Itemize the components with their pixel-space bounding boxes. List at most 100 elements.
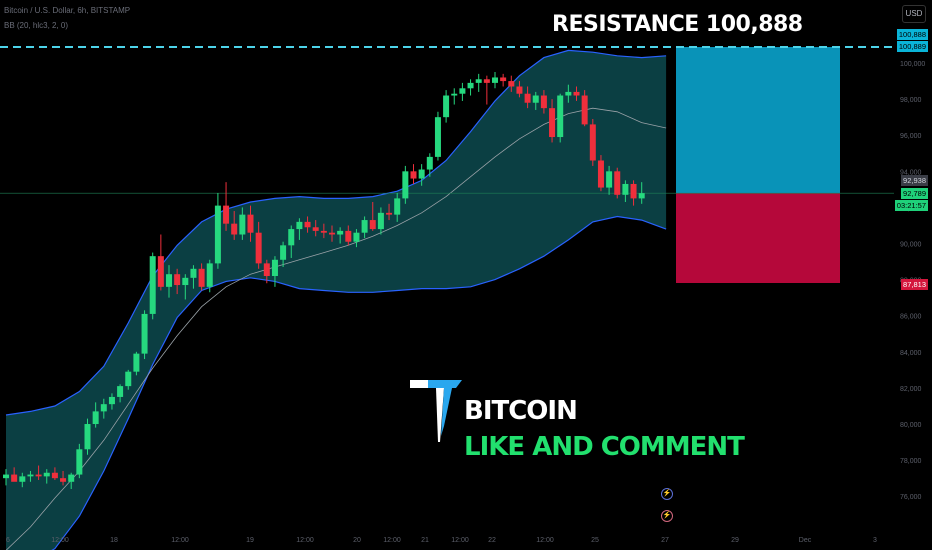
- candle-body: [247, 214, 254, 233]
- x-tick-label: 27: [661, 537, 669, 544]
- candle-body: [516, 86, 523, 94]
- stop-price-tag: 87,813: [901, 279, 928, 290]
- candle-body: [11, 474, 18, 482]
- bollinger-fill: [6, 50, 667, 550]
- candle-body: [638, 193, 645, 199]
- candle-body: [557, 95, 564, 138]
- brand-title: BITCOIN: [464, 396, 578, 426]
- candle-body: [492, 77, 498, 83]
- bollinger-upper: [5, 49, 667, 416]
- candle-body: [231, 223, 238, 235]
- candle-body: [198, 268, 205, 287]
- candle-body: [92, 411, 99, 425]
- candle-body: [500, 77, 507, 82]
- candle-body: [174, 274, 181, 286]
- candle-body: [288, 229, 295, 246]
- resistance-price-tag-2: 100,889: [896, 41, 928, 52]
- candle-body: [182, 277, 189, 286]
- candle-body: [614, 171, 621, 195]
- candle-body: [19, 476, 26, 482]
- x-tick-label: 29: [731, 537, 739, 544]
- candle-body: [100, 404, 107, 412]
- candle-body: [117, 386, 124, 397]
- x-tick-label: 25: [591, 537, 599, 544]
- candle-body: [451, 93, 458, 96]
- symbol-description: Bitcoin / U.S. Dollar, 6h, BITSTAMP: [4, 6, 131, 15]
- brand-logo: [410, 380, 462, 442]
- y-tick-label: 80,000: [900, 422, 922, 429]
- x-tick-label: 20: [353, 537, 361, 544]
- candle-body: [622, 183, 629, 195]
- candle-body: [3, 474, 9, 479]
- candle-body: [296, 221, 303, 230]
- candle-body: [345, 230, 352, 242]
- candle-body: [361, 220, 368, 233]
- y-tick-label: 78,000: [900, 458, 922, 465]
- indicator-legend[interactable]: BB (20, hlc3, 2, 0): [4, 21, 69, 30]
- x-tick-label: 12:00: [383, 537, 401, 544]
- y-tick-label: 86,000: [900, 314, 922, 321]
- lightning-icon[interactable]: ⚡: [661, 488, 673, 500]
- candle-body: [443, 95, 450, 118]
- y-tick-label: 90,000: [900, 242, 922, 249]
- candle-body: [369, 220, 376, 230]
- x-tick-label: 12:00: [171, 537, 189, 544]
- x-tick-label: 3: [873, 537, 877, 544]
- y-tick-label: 100,000: [900, 61, 925, 68]
- candle-body: [190, 268, 197, 278]
- bollinger-lower: [51, 215, 667, 550]
- candle-body: [166, 274, 172, 287]
- candle-body: [606, 171, 613, 188]
- candle-body: [312, 227, 319, 231]
- candle-body: [76, 449, 83, 475]
- candle-body: [157, 256, 164, 287]
- x-tick-label: 12:00: [536, 537, 554, 544]
- candle-body: [386, 212, 393, 215]
- brand-tagline: LIKE AND COMMENT: [464, 432, 745, 462]
- candle-body: [589, 124, 596, 161]
- candle-body: [418, 169, 425, 179]
- candle-body: [304, 221, 311, 228]
- candle-body: [141, 313, 148, 354]
- resistance-price-tag: 100,888: [896, 29, 928, 40]
- candle-body: [206, 263, 213, 287]
- x-tick-label: 6: [6, 537, 10, 544]
- candle-body: [51, 472, 58, 479]
- candle-body: [630, 183, 637, 199]
- candle-body: [410, 171, 417, 179]
- flash-alert-icon[interactable]: ⚡: [661, 510, 673, 522]
- currency-button[interactable]: USD: [902, 5, 926, 23]
- candle-body: [68, 474, 75, 482]
- candle-body: [27, 474, 34, 477]
- candle-body: [255, 232, 262, 264]
- candle-body: [467, 82, 474, 89]
- candle-body: [581, 95, 588, 125]
- x-tick-label: 21: [421, 537, 429, 544]
- candle-body: [108, 396, 115, 405]
- candle-body: [540, 95, 547, 109]
- candle-body: [353, 232, 360, 242]
- candle-body: [337, 230, 344, 235]
- y-tick-label: 96,000: [900, 133, 922, 140]
- y-tick-label: 82,000: [900, 386, 922, 393]
- x-tick-label: Dec: [799, 537, 812, 544]
- candle-body: [271, 259, 278, 277]
- x-tick-label: 19: [246, 537, 254, 544]
- candle-body: [573, 91, 580, 96]
- y-tick-label: 76,000: [900, 494, 922, 501]
- candle-body: [239, 214, 246, 235]
- candle-body: [549, 108, 556, 138]
- candle-body: [434, 117, 441, 157]
- x-tick-label: 18: [110, 537, 118, 544]
- target-zone: [676, 47, 840, 194]
- candle-body: [133, 353, 140, 372]
- resistance-annotation: RESISTANCE 100,888: [552, 12, 803, 37]
- candle-body: [508, 81, 515, 87]
- x-tick-label: 22: [488, 537, 496, 544]
- candle-body: [532, 95, 539, 103]
- candle-body: [280, 245, 287, 260]
- candle-body: [565, 91, 572, 96]
- candle-body: [402, 171, 409, 199]
- candle-body: [60, 478, 67, 482]
